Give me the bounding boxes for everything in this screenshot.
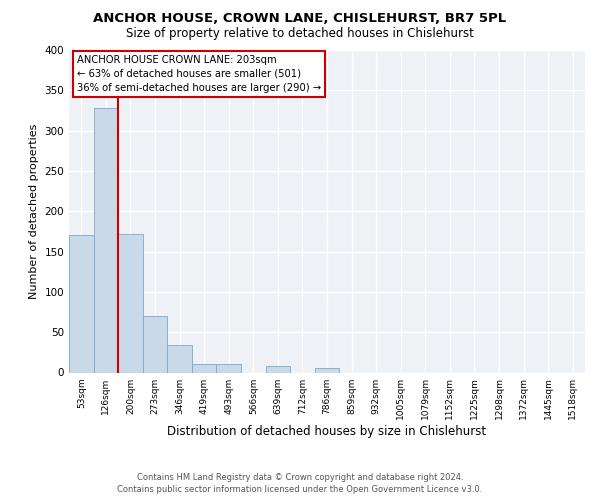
Bar — [266, 366, 290, 372]
Text: ANCHOR HOUSE CROWN LANE: 203sqm
← 63% of detached houses are smaller (501)
36% o: ANCHOR HOUSE CROWN LANE: 203sqm ← 63% of… — [77, 55, 321, 93]
Bar — [69, 236, 94, 372]
Bar — [217, 364, 241, 372]
Bar — [94, 108, 118, 372]
Bar — [143, 316, 167, 372]
Text: Size of property relative to detached houses in Chislehurst: Size of property relative to detached ho… — [126, 28, 474, 40]
Text: ANCHOR HOUSE, CROWN LANE, CHISLEHURST, BR7 5PL: ANCHOR HOUSE, CROWN LANE, CHISLEHURST, B… — [94, 12, 506, 26]
X-axis label: Distribution of detached houses by size in Chislehurst: Distribution of detached houses by size … — [167, 425, 487, 438]
Y-axis label: Number of detached properties: Number of detached properties — [29, 124, 39, 299]
Bar — [315, 368, 339, 372]
Bar — [167, 345, 192, 372]
Bar — [192, 364, 217, 372]
Bar — [118, 234, 143, 372]
Text: Contains HM Land Registry data © Crown copyright and database right 2024.
Contai: Contains HM Land Registry data © Crown c… — [118, 473, 482, 494]
